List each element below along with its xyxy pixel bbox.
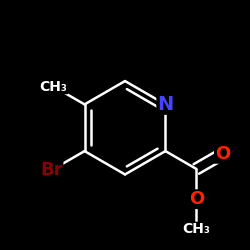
Text: CH₃: CH₃ <box>182 222 210 236</box>
Text: Br: Br <box>40 161 62 179</box>
Text: N: N <box>157 95 174 114</box>
Text: O: O <box>189 190 204 208</box>
Text: CH₃: CH₃ <box>40 80 68 94</box>
Text: O: O <box>215 145 230 163</box>
